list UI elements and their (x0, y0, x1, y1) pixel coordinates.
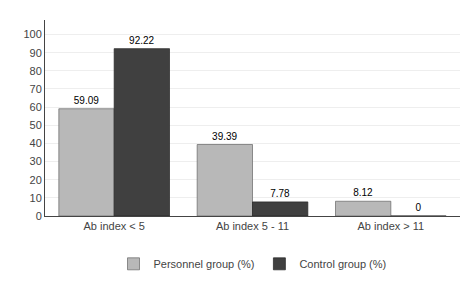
svg-text:60: 60 (30, 101, 42, 113)
svg-text:50: 50 (30, 119, 42, 131)
svg-text:10: 10 (30, 192, 42, 204)
svg-text:30: 30 (30, 155, 42, 167)
svg-text:Ab index > 11: Ab index > 11 (357, 220, 424, 232)
svg-text:7.78: 7.78 (270, 188, 290, 199)
svg-text:Ab index < 5: Ab index < 5 (83, 220, 144, 232)
svg-text:80: 80 (30, 65, 42, 77)
svg-text:Control group (%): Control group (%) (299, 258, 386, 270)
svg-text:70: 70 (30, 83, 42, 95)
svg-text:59.09: 59.09 (74, 95, 99, 106)
svg-text:39.39: 39.39 (212, 131, 237, 142)
svg-text:90: 90 (30, 47, 42, 59)
svg-text:40: 40 (30, 137, 42, 149)
svg-text:Ab index 5 - 11: Ab index 5 - 11 (216, 220, 289, 232)
svg-text:92.22: 92.22 (129, 35, 154, 46)
svg-text:0: 0 (36, 210, 42, 222)
svg-text:8.12: 8.12 (353, 187, 373, 198)
svg-text:20: 20 (30, 174, 42, 186)
svg-text:0: 0 (416, 202, 422, 213)
svg-text:100: 100 (23, 28, 41, 40)
svg-text:Personnel group (%): Personnel group (%) (154, 258, 255, 270)
